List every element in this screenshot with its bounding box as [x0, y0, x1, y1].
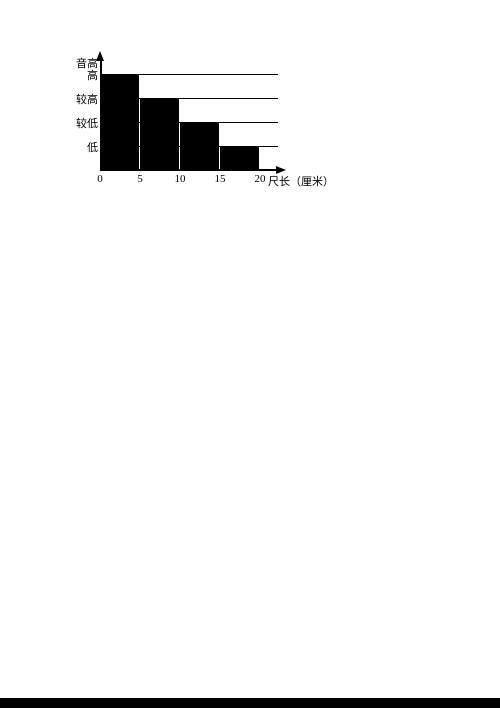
x-label-0: 0 — [97, 171, 103, 185]
x-axis — [100, 169, 278, 171]
x-axis-unit-label: 尺长（厘米） — [268, 171, 334, 189]
bar-0 — [101, 75, 139, 171]
y-label-0: 高 — [87, 67, 100, 83]
y-label-1: 较高 — [76, 91, 100, 107]
plot-area: 音高 高 较高 较低 低 0 5 10 15 20 尺长（厘米） — [100, 75, 260, 171]
x-label-1: 5 — [137, 171, 143, 185]
bar-1 — [140, 99, 179, 171]
y-label-2: 较低 — [76, 115, 100, 131]
page-bottom-strip — [0, 698, 500, 708]
bar-chart: 音高 高 较高 较低 低 0 5 10 15 20 尺长（厘米） — [100, 75, 260, 171]
page: { "chart": { "type": "bar", "position": … — [0, 0, 500, 708]
x-label-2: 10 — [175, 171, 186, 185]
y-label-3: 低 — [87, 139, 100, 155]
x-label-4: 20 — [255, 171, 266, 185]
x-label-3: 15 — [215, 171, 226, 185]
bar-3 — [220, 147, 259, 171]
bar-2 — [180, 123, 219, 171]
